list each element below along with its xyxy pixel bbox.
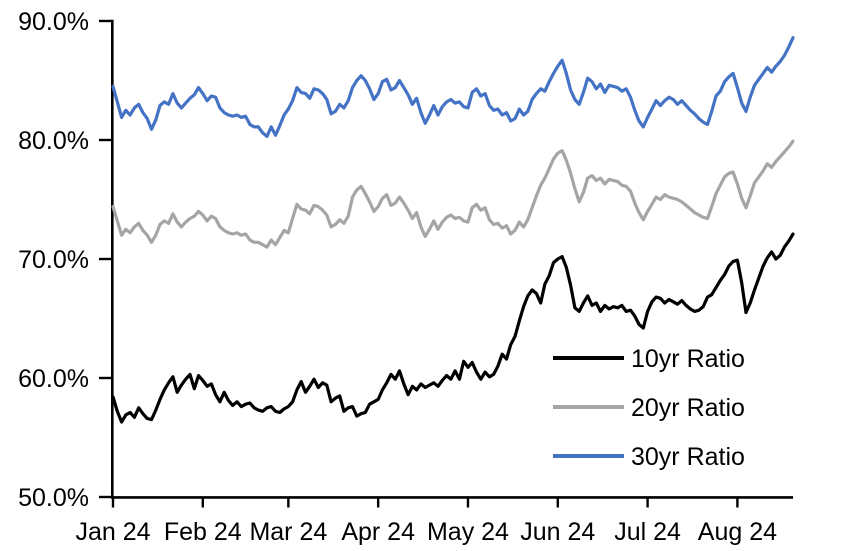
series-line-30yr-ratio [111,36,795,138]
series-line-20yr-ratio [111,139,795,249]
y-axis-tick-label: 80.0% [18,127,89,155]
x-axis-tick-label: Aug 24 [698,518,777,546]
y-axis-tick-label: 60.0% [18,365,89,393]
x-axis-tick-label: May 24 [427,518,509,546]
x-axis-tick-label: Jan 24 [75,518,150,546]
axes: 90.0% 80.0% 70.0% 60.0% 50.0% Jan 24 Feb 24 Mar… [18,8,793,546]
legend-label-10yr-ratio: 10yr Ratio [631,345,745,373]
series-line-10yr-ratio [111,232,795,424]
x-axis-tick-label: Apr 24 [341,518,415,546]
legend-label-20yr-ratio: 20yr Ratio [631,394,745,422]
y-axis-tick-label: 90.0% [18,8,89,36]
y-axis-tick-label: 70.0% [18,246,89,274]
legend-label-30yr-ratio: 30yr Ratio [631,443,745,471]
x-axis-tick-label: Jul 24 [614,518,681,546]
chart-legend: 10yr Ratio 20yr Ratio 30yr Ratio [553,345,745,471]
series-lines [111,36,795,424]
x-axis-tick-label: Feb 24 [164,518,242,546]
y-axis-tick-label: 50.0% [18,484,89,512]
x-axis-tick-label: Jun 24 [520,518,595,546]
x-axis-tick-label: Mar 24 [249,518,327,546]
